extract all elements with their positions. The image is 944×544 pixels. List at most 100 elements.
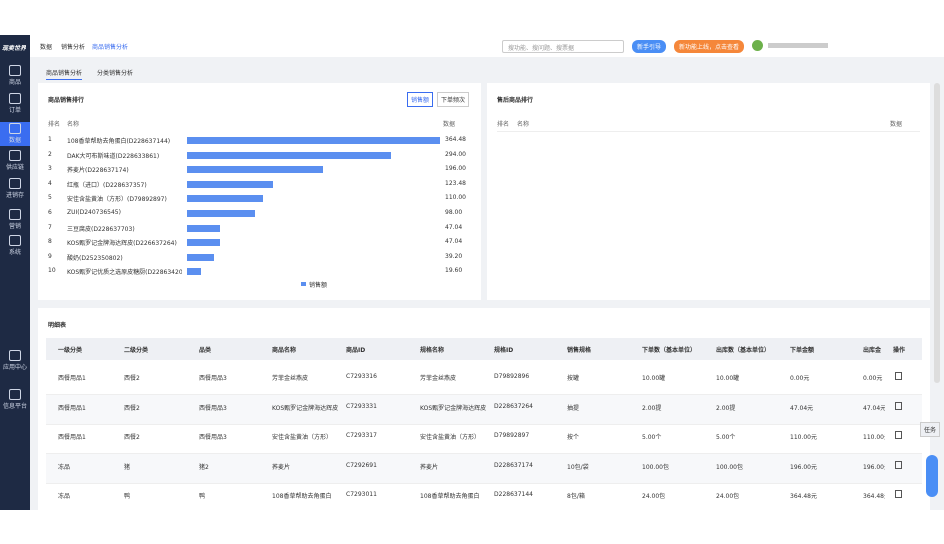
nav-item[interactable]: 商品 <box>8 79 21 86</box>
td: 2.00提 <box>642 404 662 412</box>
td: 5.00个 <box>642 434 662 441</box>
user-name-blur <box>768 43 828 48</box>
search-box[interactable] <box>502 40 624 53</box>
td: 西餐用品3 <box>199 404 227 412</box>
td: KOS甄罗记金牌海达辉皮 <box>420 404 487 412</box>
panel-title: 明细表 <box>48 322 67 329</box>
nav-icon[interactable] <box>9 93 21 104</box>
rank: 9 <box>48 252 52 260</box>
nav-icon[interactable] <box>9 123 21 134</box>
td: 10包/袋 <box>567 463 589 471</box>
td: 芳菲金丝燕皮 <box>420 375 457 382</box>
td: 鸭 <box>199 493 206 500</box>
item-name: ZUI(D240736545) <box>67 209 121 216</box>
th: 出库金 <box>863 347 882 354</box>
th: 销售规格 <box>567 347 592 354</box>
td: 荞麦片 <box>420 463 439 471</box>
td: 364.48元 <box>790 493 817 500</box>
td: 47.04元 <box>790 404 814 412</box>
td: 0.00元 <box>790 375 810 382</box>
th: 出库数（基本单位） <box>716 347 771 354</box>
th: 品类 <box>199 347 212 354</box>
td: 荞麦片 <box>272 463 291 471</box>
divider <box>497 131 920 132</box>
td: C7293331 <box>346 402 377 410</box>
item-name: 荞麦片(D228637174) <box>67 167 129 175</box>
nav-item[interactable]: 营销 <box>8 223 21 230</box>
panel-title: 售后商品排行 <box>497 97 534 104</box>
td: D79892896 <box>494 373 530 380</box>
nav-item[interactable]: 进销存 <box>5 192 24 199</box>
td: 2.00提 <box>716 404 736 412</box>
toggle[interactable]: 销售额 <box>407 92 434 107</box>
row-divider <box>46 482 922 484</box>
th: 下单数（基本单位） <box>642 347 697 354</box>
td: D79892897 <box>494 432 530 439</box>
td: 108香草帮助去角蛋白 <box>420 493 480 500</box>
nav-icon[interactable] <box>9 209 21 220</box>
td: 猪 <box>124 463 131 471</box>
bar <box>187 195 264 203</box>
avatar[interactable] <box>752 40 763 51</box>
td: 364.48元 <box>863 493 885 500</box>
breadcrumb[interactable]: 销售分析 <box>61 44 86 51</box>
edit-icon[interactable] <box>895 431 902 439</box>
td: KOS甄罗记金牌海达辉皮 <box>272 404 339 412</box>
tab[interactable]: 商品销售分析 <box>46 66 83 80</box>
edit-icon[interactable] <box>895 490 902 498</box>
rank: 10 <box>48 267 56 275</box>
th: 操作 <box>893 347 906 354</box>
nav-item[interactable]: 供应链 <box>5 164 24 171</box>
th: 商品ID <box>346 347 366 354</box>
btn[interactable]: 新功能上线，点击查看 <box>674 40 745 53</box>
col-header: 数据 <box>890 121 903 128</box>
row-bg <box>46 394 922 424</box>
float-service[interactable] <box>926 455 938 497</box>
td: 西餐2 <box>124 404 140 412</box>
nav-item[interactable]: 系统 <box>8 249 21 256</box>
nav-icon[interactable] <box>9 350 21 361</box>
col-header: 名称 <box>517 121 530 128</box>
nav-icon[interactable] <box>9 389 21 400</box>
edit-icon[interactable] <box>895 401 902 410</box>
value-label: 364.48 <box>445 136 466 143</box>
bar <box>187 151 392 159</box>
nav-item[interactable]: 数据 <box>8 137 21 144</box>
bar <box>187 253 215 261</box>
nav-item[interactable]: 信息平台 <box>2 403 27 410</box>
item-name: 酸奶(D252350802) <box>67 254 123 262</box>
td: 西餐用品1 <box>58 434 86 441</box>
td: 100.00包 <box>716 463 743 471</box>
nav-icon[interactable] <box>9 65 21 76</box>
btn[interactable]: 新手引导 <box>632 40 667 53</box>
nav-icon[interactable] <box>9 150 21 161</box>
toggle[interactable]: 下单频次 <box>437 92 470 107</box>
td: 冻品 <box>58 493 71 500</box>
item-name: 三豆腐皮(D228637703) <box>67 225 135 233</box>
breadcrumb[interactable]: 数据 <box>40 44 53 51</box>
bar <box>187 166 324 174</box>
item-name: 安佳含盐黄油（方形）(D79892897) <box>67 196 167 204</box>
logo: 现卖世界 <box>2 45 27 52</box>
td: 西餐用品1 <box>58 375 86 382</box>
edit-icon[interactable] <box>895 372 902 380</box>
td: 安佳含盐黄油（方形） <box>272 434 333 441</box>
rank: 7 <box>48 223 52 231</box>
rank: 8 <box>48 238 52 246</box>
value-label: 98.00 <box>445 209 463 216</box>
td: D228637144 <box>494 491 533 498</box>
td: 西餐用品1 <box>58 404 86 412</box>
nav-item[interactable]: 订单 <box>8 107 21 114</box>
value-label: 196.00 <box>445 165 466 173</box>
edit-icon[interactable] <box>895 460 902 469</box>
nav-icon[interactable] <box>9 178 21 189</box>
nav-icon[interactable] <box>9 235 21 246</box>
nav-item[interactable]: 应用中心 <box>2 364 27 371</box>
bar <box>187 239 220 247</box>
td: 按罐 <box>567 375 580 382</box>
tab[interactable]: 分类销售分析 <box>97 70 134 77</box>
value-label: 39.20 <box>445 252 463 260</box>
float-tab[interactable]: 任务 <box>920 422 941 437</box>
td: 10.00罐 <box>716 375 740 382</box>
